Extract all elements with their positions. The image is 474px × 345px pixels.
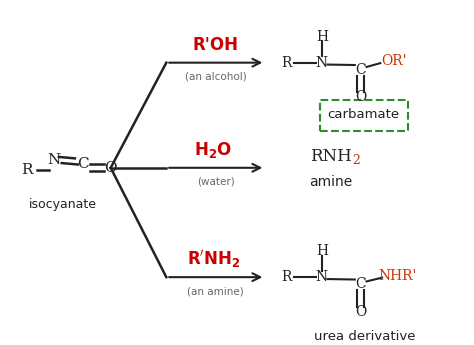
Text: 2: 2 [352,154,360,167]
Text: $\mathbf{H_2O}$: $\mathbf{H_2O}$ [194,140,232,160]
Text: O: O [355,90,366,104]
Text: C: C [77,158,89,171]
Text: RNH: RNH [310,148,352,165]
Text: N: N [316,56,328,70]
Text: H: H [316,244,328,258]
Text: isocyanate: isocyanate [28,198,97,210]
FancyBboxPatch shape [320,100,408,130]
Text: (water): (water) [197,177,235,187]
Text: C: C [355,277,366,291]
Text: H: H [316,30,328,44]
Text: R: R [21,163,33,177]
Text: OR': OR' [382,54,407,68]
Text: O: O [355,305,366,318]
Text: (an amine): (an amine) [187,286,244,296]
Text: R: R [281,56,292,70]
Text: (an alcohol): (an alcohol) [185,72,246,82]
Text: C: C [355,63,366,77]
Text: carbamate: carbamate [328,108,400,121]
Text: urea derivative: urea derivative [314,329,416,343]
Text: R: R [281,270,292,284]
Text: O: O [104,161,117,175]
Text: amine: amine [310,175,353,189]
Text: NHR': NHR' [378,269,416,283]
Text: R'OH: R'OH [193,36,239,54]
Text: N: N [316,270,328,284]
Text: $\mathbf{R'NH_2}$: $\mathbf{R'NH_2}$ [187,248,240,270]
Text: N: N [47,153,61,167]
